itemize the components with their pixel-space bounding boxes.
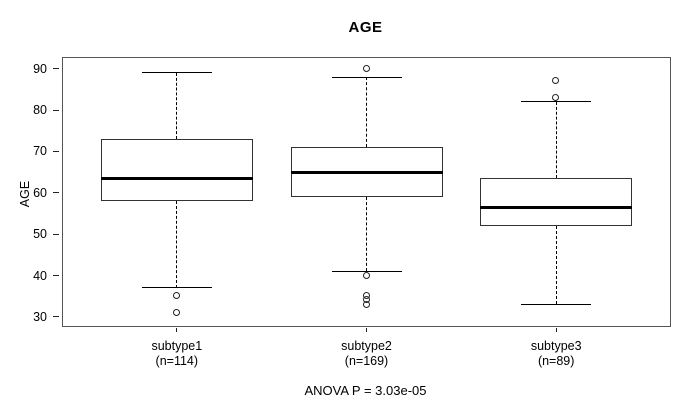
y-tick-mark <box>53 316 59 318</box>
outlier-point <box>362 64 370 72</box>
x-tick-mark <box>366 328 367 332</box>
iqr-box-subtype3 <box>480 178 633 226</box>
outlier-point <box>172 292 180 300</box>
lower-whisker-cap <box>331 270 402 272</box>
lower-whisker-line <box>176 201 178 288</box>
group-label-subtype3: subtype3 <box>530 339 582 353</box>
y-tick-label: 90 <box>33 61 47 76</box>
chart-title: AGE <box>348 19 383 36</box>
median-line <box>290 170 443 174</box>
group-label-subtype1: subtype1 <box>151 339 203 353</box>
lower-whisker-cap <box>521 303 592 305</box>
upper-whisker-line <box>176 72 178 140</box>
y-tick-mark <box>53 192 59 194</box>
median-line <box>100 176 253 180</box>
median-line <box>480 205 633 209</box>
outlier-point <box>362 300 370 308</box>
y-tick-label: 70 <box>33 144 47 159</box>
y-tick-label: 80 <box>33 103 47 118</box>
y-tick-mark <box>53 68 59 70</box>
y-tick-mark <box>53 275 59 277</box>
y-tick-label: 50 <box>33 227 47 242</box>
outlier-point <box>552 77 560 85</box>
outlier-point <box>362 271 370 279</box>
upper-whisker-cap <box>141 72 212 74</box>
upper-whisker-line <box>366 77 367 148</box>
upper-whisker-cap <box>521 101 592 103</box>
group-n-label: (n=169) <box>344 354 389 368</box>
x-tick-mark <box>555 328 557 332</box>
outlier-point <box>552 93 560 101</box>
outlier-point <box>172 308 180 316</box>
group-n-label: (n=114) <box>155 354 199 368</box>
y-tick-label: 30 <box>33 309 47 324</box>
lower-whisker-cap <box>141 287 212 289</box>
lower-whisker-line <box>366 196 367 272</box>
y-tick-label: 60 <box>33 185 47 200</box>
y-tick-mark <box>53 109 59 111</box>
plot-area: 30 40 50 60 70 80 90 subtype1 (n=114) subtype2 (n=… <box>33 57 671 368</box>
y-tick-mark <box>53 233 59 235</box>
group-label-subtype2: subtype2 <box>341 339 392 353</box>
lower-whisker-line <box>555 225 557 305</box>
upper-whisker-line <box>555 101 557 179</box>
x-tick-mark <box>176 328 178 332</box>
y-tick-label: 40 <box>33 268 47 283</box>
group-n-label: (n=89) <box>537 354 575 368</box>
y-tick-mark <box>53 150 59 152</box>
iqr-box-subtype1 <box>100 139 253 202</box>
upper-whisker-cap <box>331 76 402 78</box>
anova-annotation: ANOVA P = 3.03e-05 <box>304 383 427 398</box>
